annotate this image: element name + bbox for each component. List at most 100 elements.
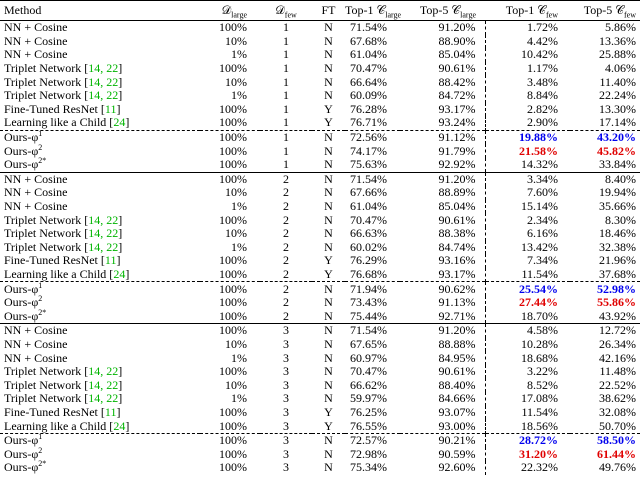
value-cell: 25.88%: [599, 47, 636, 62]
value-cell: 22.32%: [484, 461, 570, 475]
value-cell: 59.97%: [350, 391, 387, 406]
value-cell: 1%: [231, 47, 247, 62]
value-cell: 2: [283, 266, 289, 281]
value-cell: N: [324, 185, 333, 200]
value-cell: 4.58%: [484, 323, 570, 338]
value-cell: N: [324, 74, 333, 89]
value-cell: 8.40%: [570, 171, 640, 187]
value-cell: 10%: [225, 226, 247, 241]
value-cell: 88.38%: [438, 226, 476, 241]
value-cell: N: [324, 308, 333, 323]
value-cell: 15.14%: [484, 200, 570, 214]
value-cell: 1.72%: [484, 20, 570, 35]
value-cell: N: [324, 377, 333, 392]
value-cell: 100%: [219, 61, 247, 76]
value-cell: 52.98%: [570, 281, 640, 296]
results-table: Method 𝒟large 𝒟few FT Top-1 𝒞large Top-5 𝒞lar…: [0, 0, 640, 475]
value-cell: 100%: [219, 295, 247, 310]
value-cell: 5.86%: [605, 20, 636, 35]
value-cell: 93.24%: [438, 115, 476, 130]
value-cell: 18.46%: [599, 226, 636, 241]
value-cell: 1: [283, 157, 289, 172]
method-cell: Learning like a Child [24]: [4, 418, 130, 433]
value-cell: 11.54%: [484, 267, 570, 282]
value-cell: 100%: [219, 115, 247, 130]
cell-text: Top-1 𝒞: [505, 3, 546, 17]
value-cell: 93.07%: [438, 404, 476, 419]
superscript: 1: [38, 432, 43, 442]
value-cell: 92.60%: [438, 460, 476, 475]
method-cell: Triplet Network [14, 22]: [4, 377, 123, 392]
value-cell: 35.66%: [599, 199, 636, 214]
value-cell: 84.66%: [438, 391, 476, 406]
value-cell: 7.60%: [484, 186, 570, 200]
column-header: Top-5 𝒞large: [400, 0, 485, 21]
value-cell: 85.04%: [438, 199, 476, 214]
value-cell: 32.08%: [599, 404, 636, 419]
method-cell: NN + Cosine: [4, 336, 68, 351]
method-cell: NN + Cosine: [4, 47, 68, 62]
value-cell: 100%: [219, 308, 247, 323]
value-cell: 2: [283, 253, 289, 268]
method-cell: Ours-φ1: [0, 130, 200, 145]
value-cell: 13.30%: [599, 101, 636, 116]
method-cell: Triplet Network [14, 22]: [4, 364, 123, 379]
method-cell: Triplet Network [14, 22]: [4, 212, 123, 227]
column-header: Top-5 𝒞few: [570, 0, 640, 21]
value-cell: 22.24%: [599, 88, 636, 103]
value-cell: 85.04%: [438, 47, 476, 62]
value-cell: 100%: [219, 364, 247, 379]
method-cell: NN + Cosine: [4, 185, 68, 200]
baseline-row: Triplet Network [14, 22] 10% 2 N 66.63% 88.38…: [0, 227, 640, 241]
value-cell: 17.14%: [599, 115, 636, 130]
method-cell: Ours-φ1: [0, 280, 200, 296]
superscript: 1: [38, 280, 43, 290]
value-cell: 90.59%: [438, 446, 476, 461]
value-cell: 21.96%: [599, 253, 636, 268]
value-cell: 3.34%: [484, 171, 570, 187]
value-cell: 11.40%: [599, 74, 636, 89]
ours-row: Ours-φ2 100% 1 N 74.17% 91.79% 21.58% 45.82%: [0, 143, 640, 158]
superscript: 2: [38, 445, 43, 455]
value-cell: 19.94%: [599, 185, 636, 200]
value-cell: 43.92%: [599, 308, 636, 323]
value-cell: 1: [283, 74, 289, 89]
subscript: large: [460, 10, 476, 20]
value-cell: N: [324, 239, 333, 254]
value-cell: 10%: [225, 185, 247, 200]
value-cell: 18.68%: [484, 351, 570, 365]
value-cell: 91.13%: [438, 295, 476, 310]
subscript: large: [231, 10, 247, 20]
value-cell: 2: [283, 239, 289, 254]
value-cell: 90.61%: [438, 61, 476, 76]
value-cell: 100%: [219, 404, 247, 419]
value-cell: 2: [260, 171, 312, 187]
method-cell: Fine-Tuned ResNet [11]: [4, 253, 121, 268]
value-cell: Y: [324, 266, 333, 281]
value-cell: N: [324, 295, 333, 310]
value-cell: 76.25%: [350, 404, 387, 419]
baseline-row: Triplet Network [14, 22] 100% 1 N 70.47% 90.6…: [0, 62, 640, 76]
value-cell: 60.09%: [350, 88, 387, 103]
value-cell: 10%: [225, 74, 247, 89]
value-cell: 60.97%: [350, 350, 387, 365]
value-cell: N: [324, 212, 333, 227]
column-header: Top-1 𝒞few: [485, 0, 570, 21]
value-cell: 1: [283, 88, 289, 103]
value-cell: 14.32%: [484, 158, 570, 173]
baseline-row: Triplet Network [14, 22] 100% 3 N 70.47% 90.6…: [0, 365, 640, 379]
cell-text: Ours-φ: [4, 295, 39, 310]
value-cell: 76.28%: [350, 101, 387, 116]
value-cell: 1: [283, 143, 289, 158]
value-cell: 38.62%: [599, 391, 636, 406]
cell-text: Ours-φ: [4, 281, 39, 296]
value-cell: 17.08%: [484, 392, 570, 406]
cell-text: Ours-φ: [4, 143, 39, 158]
cell-text: Top-5 𝒞: [419, 3, 461, 17]
value-cell: 10%: [225, 336, 247, 351]
value-cell: 71.54%: [350, 20, 387, 35]
value-cell: 58.50%: [570, 432, 640, 448]
value-cell: 1: [283, 47, 289, 62]
value-cell: 2: [283, 308, 289, 323]
